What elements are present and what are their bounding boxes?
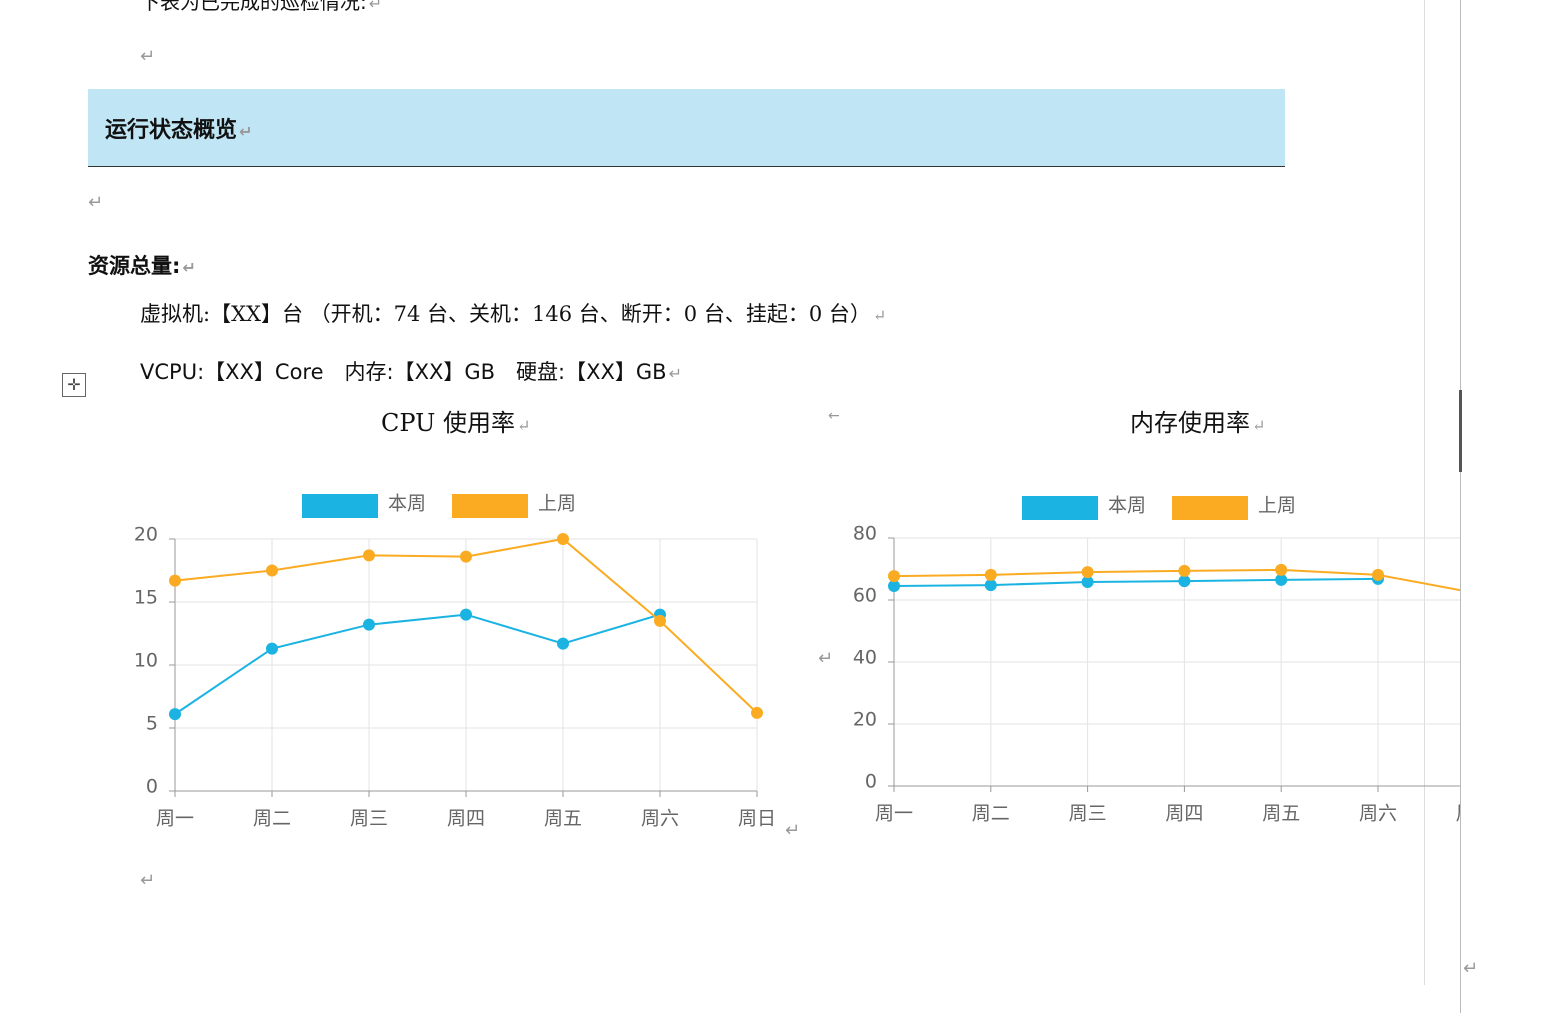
paragraph-mark: ↵: [88, 192, 104, 213]
y-tick-label: 60: [853, 585, 877, 607]
paragraph-mark: ←: [828, 408, 840, 424]
paragraph-mark: ↵: [785, 820, 801, 841]
x-tick-label: 周五: [1262, 803, 1300, 825]
memory-chart: 0 20 40 60 80 周一 周二 周三 周四 周五 周六 周日 本周 上周: [853, 495, 1460, 825]
charts: 0 5 10 15 20 周一 周二 周三 周四 周五 周六 周日 本周 上周 0 20 40 60 80 周一 周二…: [134, 493, 1460, 830]
paragraph-mark: ↵: [818, 648, 834, 669]
data-point: [557, 533, 569, 545]
data-point: [169, 708, 181, 721]
data-point: [984, 579, 997, 592]
page-edge: [1460, 0, 1461, 1013]
x-tick-label: 周六: [1359, 803, 1397, 825]
x-tick-label: 周五: [544, 808, 582, 830]
data-point: [654, 614, 666, 627]
y-tick-label: 20: [134, 524, 158, 546]
vm-line: 虚拟机:【XX】台 （开机：74 台、关机：146 台、断开：0 台、挂起：0 …: [140, 298, 886, 328]
legend-label: 上周: [1258, 495, 1296, 517]
resources-label: 资源总量:: [88, 250, 196, 280]
legend-label: 本周: [1108, 495, 1146, 517]
paragraph-mark: ↵: [140, 46, 156, 67]
data-point: [460, 608, 472, 621]
x-tick-label: 周三: [350, 808, 388, 830]
x-tick-label: 周六: [641, 808, 679, 830]
data-point: [1372, 568, 1384, 581]
legend-swatch: [1022, 496, 1098, 520]
chart-title: CPU 使用率: [381, 403, 530, 438]
data-point: [1081, 566, 1094, 579]
data-point: [363, 549, 375, 562]
x-tick-label: 周一: [156, 808, 194, 830]
data-point: [460, 550, 472, 563]
section-title: 运行状态概览: [105, 112, 252, 144]
data-point: [888, 570, 900, 583]
legend-swatch: [1172, 496, 1248, 520]
legend-swatch: [452, 494, 528, 518]
x-tick-label: 周一: [875, 803, 913, 825]
x-tick-label: 周四: [1165, 803, 1203, 825]
data-point: [1275, 563, 1288, 576]
data-point: [363, 618, 375, 631]
x-tick-label: 周日: [738, 808, 776, 830]
legend-label: 上周: [538, 493, 576, 515]
x-tick-label: 周日: [1456, 803, 1460, 825]
data-point: [557, 637, 569, 650]
legend-label: 本周: [388, 493, 426, 515]
y-tick-label: 0: [865, 771, 877, 793]
x-tick-label: 周二: [972, 803, 1010, 825]
data-point: [751, 706, 763, 719]
paragraph-mark: ↵: [140, 870, 156, 891]
y-tick-label: 80: [853, 523, 877, 545]
data-point: [1178, 575, 1191, 588]
y-tick-label: 20: [853, 709, 877, 731]
data-point: [266, 642, 278, 655]
margin-line: [1424, 0, 1425, 985]
table-handle[interactable]: ✛: [62, 373, 86, 397]
section-band: [88, 89, 1285, 167]
data-point: [1178, 564, 1191, 577]
x-tick-label: 周二: [253, 808, 291, 830]
y-tick-label: 10: [134, 650, 158, 672]
data-point: [984, 568, 997, 581]
data-point: [266, 564, 278, 577]
scrollbar[interactable]: [1459, 390, 1462, 472]
x-tick-label: 周四: [447, 808, 485, 830]
y-tick-label: 15: [134, 587, 158, 609]
data-point: [169, 574, 181, 587]
intro: 下表为已完成的巡检情况:: [140, 0, 382, 15]
cpu-chart: 0 5 10 15 20 周一 周二 周三 周四 周五 周六 周日 本周 上周: [134, 493, 776, 830]
series-line: [174, 613, 661, 715]
x-tick-label: 周三: [1069, 803, 1107, 825]
paragraph-mark: ↵: [1463, 958, 1479, 979]
chart-title: 内存使用率: [1130, 403, 1265, 438]
y-tick-label: 40: [853, 647, 877, 669]
capacity-line: VCPU:【XX】Core 内存:【XX】GB 硬盘:【XX】GB: [140, 356, 682, 386]
series-line: [893, 577, 1379, 588]
y-tick-label: 5: [146, 713, 158, 735]
data-point: [888, 580, 900, 593]
data-point: [1081, 576, 1094, 589]
data-point: [1275, 573, 1288, 586]
legend-swatch: [302, 494, 378, 518]
y-tick-label: 0: [146, 776, 158, 798]
